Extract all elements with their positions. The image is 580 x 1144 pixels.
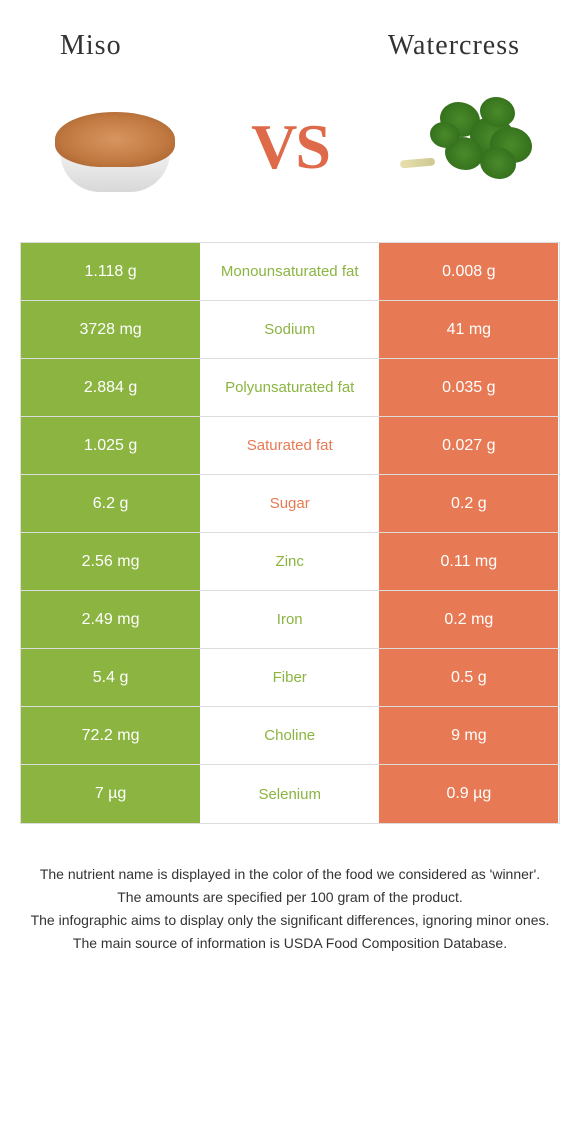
table-row: 2.56 mgZinc0.11 mg (21, 533, 559, 591)
value-right: 41 mg (379, 301, 558, 358)
value-left: 1.118 g (21, 243, 200, 300)
table-row: 72.2 mgCholine9 mg (21, 707, 559, 765)
nutrient-label: Monounsaturated fat (200, 243, 379, 300)
value-right: 0.2 mg (379, 591, 558, 648)
value-right: 9 mg (379, 707, 558, 764)
footer-line: The main source of information is USDA F… (30, 933, 550, 954)
nutrient-label: Selenium (200, 765, 379, 823)
footer-line: The infographic aims to display only the… (30, 910, 550, 931)
vs-row: VS (0, 82, 580, 242)
nutrient-label: Choline (200, 707, 379, 764)
value-right: 0.11 mg (379, 533, 558, 590)
nutrient-label: Saturated fat (200, 417, 379, 474)
header: Miso Watercress (0, 0, 580, 82)
table-row: 1.025 gSaturated fat0.027 g (21, 417, 559, 475)
nutrient-label: Fiber (200, 649, 379, 706)
nutrient-label: Sodium (200, 301, 379, 358)
nutrient-label: Polyunsaturated fat (200, 359, 379, 416)
footer-line: The amounts are specified per 100 gram o… (30, 887, 550, 908)
footer-notes: The nutrient name is displayed in the co… (0, 824, 580, 954)
table-row: 5.4 gFiber0.5 g (21, 649, 559, 707)
value-left: 3728 mg (21, 301, 200, 358)
table-row: 3728 mgSodium41 mg (21, 301, 559, 359)
miso-image (40, 92, 190, 202)
vs-label: VS (251, 110, 329, 184)
table-row: 2.884 gPolyunsaturated fat0.035 g (21, 359, 559, 417)
value-right: 0.035 g (379, 359, 558, 416)
value-right: 0.027 g (379, 417, 558, 474)
table-row: 7 µgSelenium0.9 µg (21, 765, 559, 823)
value-left: 7 µg (21, 765, 200, 823)
watercress-image (390, 92, 540, 202)
title-right: Watercress (388, 30, 520, 62)
table-row: 1.118 gMonounsaturated fat0.008 g (21, 243, 559, 301)
value-left: 2.56 mg (21, 533, 200, 590)
table-row: 2.49 mgIron0.2 mg (21, 591, 559, 649)
nutrition-table: 1.118 gMonounsaturated fat0.008 g3728 mg… (20, 242, 560, 824)
value-left: 1.025 g (21, 417, 200, 474)
value-left: 2.884 g (21, 359, 200, 416)
value-left: 72.2 mg (21, 707, 200, 764)
value-right: 0.008 g (379, 243, 558, 300)
nutrient-label: Zinc (200, 533, 379, 590)
value-right: 0.5 g (379, 649, 558, 706)
value-left: 6.2 g (21, 475, 200, 532)
table-row: 6.2 gSugar0.2 g (21, 475, 559, 533)
value-left: 5.4 g (21, 649, 200, 706)
value-left: 2.49 mg (21, 591, 200, 648)
nutrient-label: Iron (200, 591, 379, 648)
footer-line: The nutrient name is displayed in the co… (30, 864, 550, 885)
nutrient-label: Sugar (200, 475, 379, 532)
title-left: Miso (60, 30, 122, 62)
value-right: 0.2 g (379, 475, 558, 532)
value-right: 0.9 µg (379, 765, 558, 823)
